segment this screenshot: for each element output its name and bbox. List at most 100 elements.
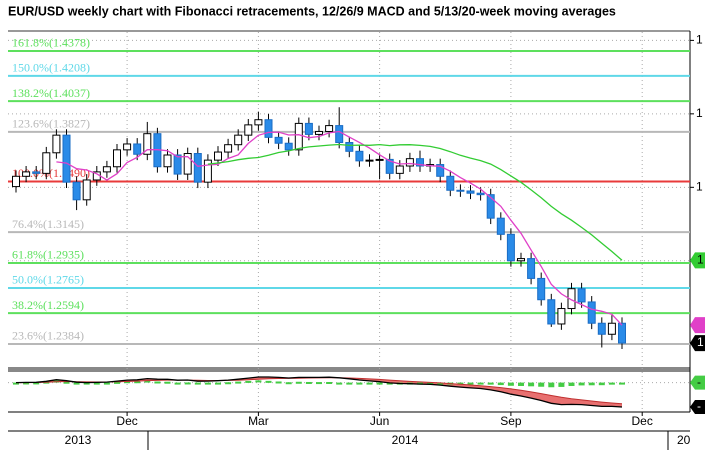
macd-histogram: [598, 382, 605, 386]
candle-body: [173, 154, 182, 175]
candle-body: [32, 171, 41, 174]
macd-histogram: [174, 382, 181, 385]
candle-body: [345, 142, 354, 152]
price-tag-label: 1: [697, 253, 704, 267]
macd-histogram: [295, 381, 302, 384]
candle-body: [577, 288, 586, 303]
candle-body: [456, 189, 465, 192]
candle-body: [416, 158, 424, 167]
y-tick-label: 1: [696, 106, 703, 120]
macd-histogram: [518, 382, 524, 386]
candle-body: [12, 175, 20, 188]
candle-body: [113, 149, 121, 168]
macd-tag: [690, 400, 705, 414]
candle-body: [294, 122, 303, 151]
candle-body: [264, 119, 273, 138]
macd-histogram: [427, 382, 434, 385]
macd-histogram: [265, 380, 272, 383]
candle-body: [193, 153, 202, 183]
fib-label: 161.8%(1.4378): [12, 36, 90, 50]
x-tick-label: Dec: [116, 414, 137, 428]
macd-histogram: [164, 381, 171, 384]
candle-body: [274, 136, 283, 144]
candle-body: [385, 158, 394, 174]
candle-body: [163, 154, 172, 168]
macd-histogram: [336, 382, 343, 385]
candle-body: [42, 152, 51, 174]
candle-body: [527, 258, 536, 279]
candle-body: [557, 308, 566, 325]
macd-histogram: [497, 382, 504, 386]
candle-body: [567, 288, 576, 310]
macd-histogram: [588, 382, 595, 386]
candle-body: [183, 153, 192, 175]
macd-histogram: [619, 382, 625, 385]
macd-histogram: [225, 382, 232, 385]
candle-body: [315, 130, 323, 135]
candle-body: [607, 322, 616, 335]
candle-body: [62, 134, 71, 183]
candle-body: [335, 125, 344, 144]
candle-body: [597, 322, 606, 335]
candle-body: [52, 134, 61, 154]
macd-histogram: [235, 381, 242, 384]
macd-histogram: [194, 382, 201, 385]
candle-body: [365, 159, 374, 162]
x-tick-label: Mar: [248, 414, 269, 428]
macd-histogram: [538, 382, 545, 387]
candle-body: [102, 166, 111, 173]
candle-body: [214, 151, 222, 161]
y-tick-label: 1: [696, 179, 703, 193]
macd-histogram: [114, 381, 120, 384]
macd-histogram: [568, 382, 575, 386]
macd-histogram: [285, 382, 292, 385]
candle-body: [476, 192, 485, 196]
candle-body: [304, 122, 313, 135]
candle-body: [234, 134, 243, 146]
fib-label: 76.4%(1.3145): [12, 217, 84, 231]
candle-body: [466, 190, 475, 194]
macd-histogram: [487, 382, 494, 385]
candle-body: [537, 277, 546, 301]
moving-average: [56, 130, 623, 326]
moving-average: [207, 143, 623, 261]
macd-histogram: [376, 382, 383, 385]
candle-body: [22, 171, 31, 177]
macd-histogram: [548, 382, 555, 388]
macd-histogram: [326, 381, 333, 384]
candle-body: [244, 124, 253, 136]
macd-histogram: [305, 381, 312, 384]
macd-histogram: [608, 382, 615, 385]
candle-body: [618, 322, 626, 344]
candle-body: [133, 143, 142, 155]
macd-histogram: [477, 382, 484, 385]
macd-tag-label: -: [697, 375, 701, 389]
fib-label: 23.6%(1.2384): [12, 329, 84, 343]
candle-body: [436, 164, 445, 177]
macd-histogram: [63, 381, 70, 384]
macd-histogram: [245, 380, 252, 383]
candle-body: [224, 144, 233, 153]
macd-histogram: [144, 380, 151, 383]
candle-body: [547, 299, 556, 325]
candle-body: [517, 258, 525, 262]
x-tick-label: Sep: [500, 414, 522, 428]
x-tick-label: Jun: [370, 414, 389, 428]
macd-histogram: [316, 382, 322, 385]
macd-histogram: [134, 381, 141, 384]
fib-label: 38.2%(1.2594): [12, 298, 84, 312]
macd-histogram: [204, 382, 211, 385]
macd-tag-label: -: [697, 399, 701, 413]
macd-histogram: [457, 382, 464, 385]
price-tag: [690, 252, 705, 269]
candle-body: [82, 179, 91, 201]
macd-histogram: [528, 382, 535, 387]
candle-body: [284, 142, 293, 151]
x-tick-label: Dec: [632, 414, 653, 428]
candle-body: [506, 233, 515, 262]
macd-histogram: [33, 382, 40, 385]
macd-histogram: [13, 382, 19, 385]
candle-body: [587, 301, 596, 324]
year-label: 20: [677, 433, 691, 447]
